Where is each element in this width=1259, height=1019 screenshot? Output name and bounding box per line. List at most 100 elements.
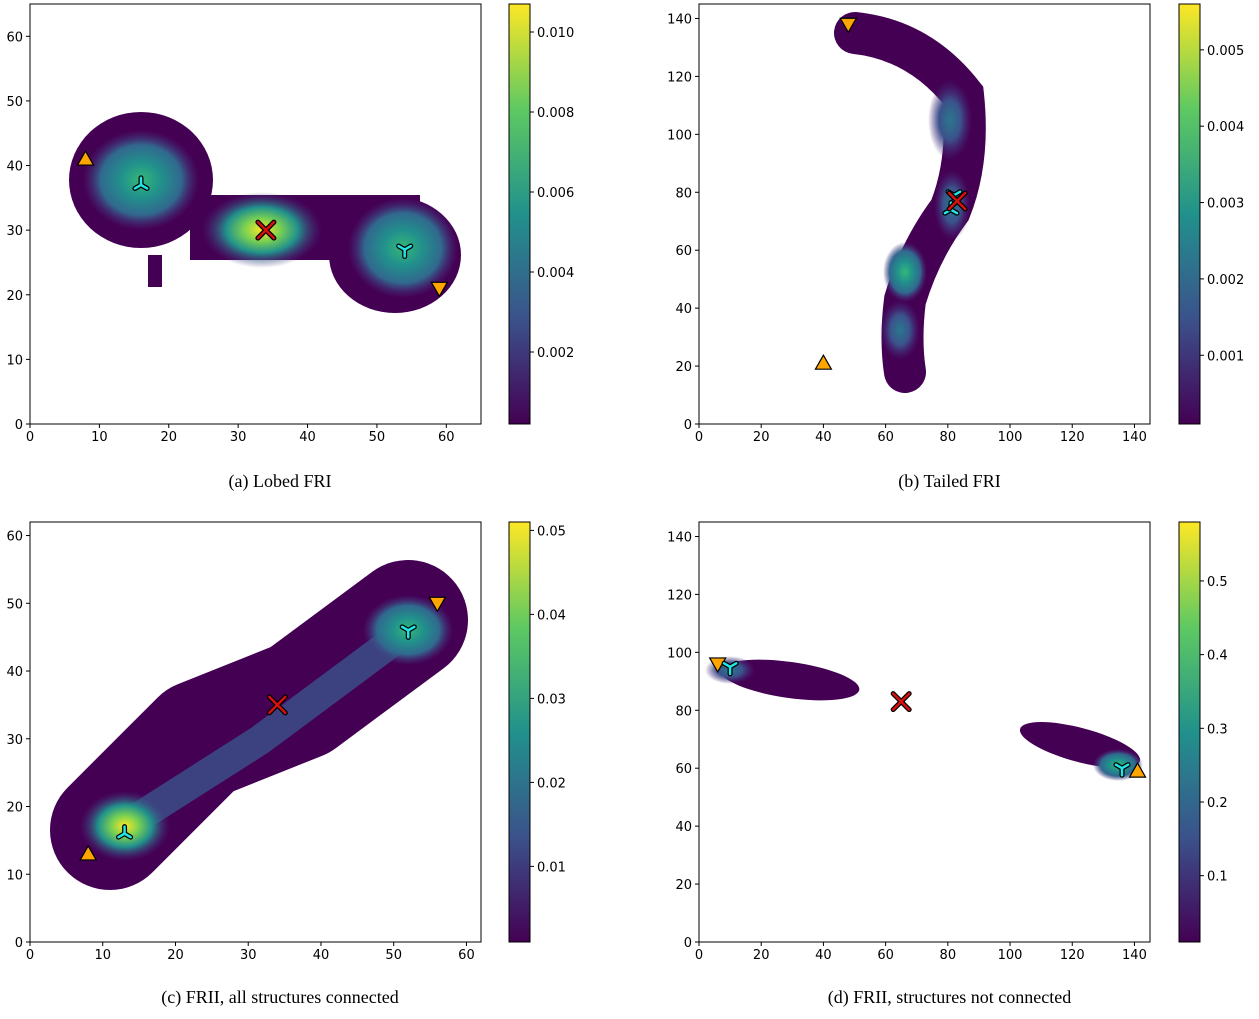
marker bbox=[116, 824, 134, 840]
x-tick-label: 100 bbox=[998, 948, 1023, 963]
marker bbox=[721, 660, 739, 677]
colorbar bbox=[508, 521, 531, 943]
colorbar-tick-label: 0.05 bbox=[537, 524, 566, 539]
y-tick-label: 20 bbox=[6, 289, 23, 304]
marker bbox=[890, 691, 912, 713]
marker bbox=[430, 281, 449, 298]
x-tick-label: 20 bbox=[753, 430, 770, 445]
tri-arm bbox=[117, 832, 126, 839]
x-tick-label: 0 bbox=[695, 430, 703, 445]
colorbar bbox=[1178, 3, 1201, 425]
triangle bbox=[430, 281, 449, 298]
y-tick-label: 50 bbox=[6, 597, 23, 612]
y-tick-label: 60 bbox=[675, 244, 692, 259]
x-tick-label: 0 bbox=[695, 948, 703, 963]
marker bbox=[255, 219, 277, 241]
colorbar-tick-label: 0.1 bbox=[1207, 870, 1228, 885]
x-tick-label: 120 bbox=[1060, 430, 1085, 445]
y-tick-label: 140 bbox=[667, 530, 692, 545]
cross-stroke bbox=[947, 191, 967, 211]
marker bbox=[839, 17, 858, 34]
colorbar-tick-label: 0.3 bbox=[1207, 722, 1228, 737]
y-tick-label: 50 bbox=[6, 95, 23, 110]
triangle bbox=[76, 149, 95, 166]
y-tick-label: 0 bbox=[684, 936, 692, 951]
colorbar-tick-label: 0.001 bbox=[1207, 349, 1244, 364]
colorbar-tick-label: 0.5 bbox=[1207, 575, 1228, 590]
marker bbox=[76, 149, 95, 166]
marker bbox=[708, 657, 727, 674]
colorbar-tick-label: 0.4 bbox=[1207, 649, 1228, 664]
y-tick-label: 140 bbox=[667, 12, 692, 27]
y-tick-label: 100 bbox=[667, 128, 692, 143]
colorbar-tick-label: 0.010 bbox=[537, 26, 574, 41]
caption: (d) FRII, structures not connected bbox=[828, 987, 1071, 1008]
colorbar-tick-label: 0.04 bbox=[537, 608, 566, 623]
cross-stroke bbox=[891, 692, 911, 711]
x-tick-label: 50 bbox=[385, 948, 402, 963]
x-tick-label: 20 bbox=[753, 948, 770, 963]
x-tick-label: 140 bbox=[1122, 430, 1147, 445]
x-tick-label: 40 bbox=[815, 948, 832, 963]
y-tick-label: 20 bbox=[675, 878, 692, 893]
triangle bbox=[1128, 761, 1147, 778]
colorbar-tick-label: 0.008 bbox=[537, 106, 574, 121]
colorbar-tick-label: 0.2 bbox=[1207, 796, 1228, 811]
triangle bbox=[839, 17, 858, 34]
plot-frame bbox=[698, 3, 1151, 425]
x-tick-label: 60 bbox=[438, 430, 455, 445]
x-tick-label: 100 bbox=[998, 430, 1023, 445]
x-tick-label: 40 bbox=[815, 430, 832, 445]
y-tick-label: 100 bbox=[667, 646, 692, 661]
y-tick-label: 10 bbox=[6, 868, 23, 883]
caption: (a) Lobed FRI bbox=[229, 471, 332, 492]
colorbar-tick-label: 0.005 bbox=[1207, 44, 1244, 59]
x-tick-label: 20 bbox=[160, 430, 177, 445]
marker bbox=[132, 175, 150, 191]
y-tick-label: 80 bbox=[675, 704, 692, 719]
colorbar-tick-label: 0.004 bbox=[537, 266, 574, 281]
colorbar-tick-label: 0.01 bbox=[537, 860, 566, 875]
caption: (b) Tailed FRI bbox=[898, 471, 1000, 492]
plot-frame bbox=[29, 3, 482, 425]
marker bbox=[266, 694, 288, 716]
plot-frame bbox=[698, 521, 1151, 943]
y-tick-label: 40 bbox=[675, 820, 692, 835]
y-tick-label: 20 bbox=[6, 801, 23, 816]
image-a bbox=[69, 112, 461, 313]
colorbar-tick-label: 0.002 bbox=[1207, 273, 1244, 288]
y-tick-label: 30 bbox=[6, 224, 23, 239]
y-tick-label: 0 bbox=[684, 418, 692, 433]
marker bbox=[814, 353, 833, 370]
x-tick-label: 60 bbox=[458, 948, 475, 963]
colorbar bbox=[508, 3, 531, 425]
colorbar bbox=[1178, 521, 1201, 943]
plot-frame bbox=[29, 521, 482, 943]
x-tick-label: 80 bbox=[940, 430, 957, 445]
triangle bbox=[814, 353, 833, 370]
colorbar-tick-label: 0.006 bbox=[537, 186, 574, 201]
image-c bbox=[50, 560, 468, 890]
tri-arm bbox=[1114, 763, 1124, 770]
x-tick-label: 0 bbox=[26, 430, 34, 445]
marker bbox=[396, 243, 414, 260]
marker bbox=[1113, 762, 1131, 778]
marker bbox=[428, 596, 447, 613]
cross-stroke bbox=[256, 220, 276, 240]
colorbar-tick-label: 0.003 bbox=[1207, 197, 1244, 212]
colorbar-tick-label: 0.002 bbox=[537, 346, 574, 361]
triangle bbox=[708, 657, 727, 674]
x-tick-label: 60 bbox=[877, 948, 894, 963]
triangle bbox=[428, 596, 447, 613]
x-tick-label: 60 bbox=[877, 430, 894, 445]
x-tick-label: 40 bbox=[299, 430, 316, 445]
marker bbox=[1128, 761, 1147, 778]
marker bbox=[946, 190, 968, 212]
y-tick-label: 30 bbox=[6, 733, 23, 748]
x-tick-label: 80 bbox=[940, 948, 957, 963]
x-tick-label: 10 bbox=[94, 948, 111, 963]
tri-arm bbox=[397, 244, 406, 251]
tri-arm bbox=[400, 625, 410, 632]
marker bbox=[79, 844, 98, 861]
